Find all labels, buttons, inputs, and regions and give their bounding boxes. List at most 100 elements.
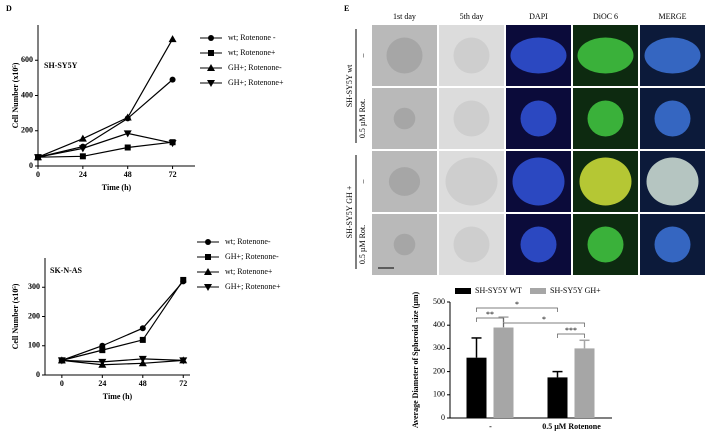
panel-label: D <box>6 4 12 13</box>
bar <box>466 357 487 418</box>
x-tick-label: 0 <box>60 379 64 388</box>
x-tick-label: 0.5 µM Rotenone <box>542 422 601 431</box>
legend-marker <box>205 254 211 260</box>
spheroid <box>453 100 490 137</box>
y-tick-label: 100 <box>433 390 445 399</box>
series-line <box>61 358 184 363</box>
row-label: – <box>358 53 367 59</box>
spheroid <box>587 226 624 263</box>
legend-label: GH+; Rotenone+ <box>228 78 284 87</box>
legend-marker <box>208 35 214 41</box>
legend-swatch <box>530 288 546 294</box>
spheroid <box>520 226 557 263</box>
series-line <box>61 359 184 366</box>
spheroid <box>644 37 701 74</box>
row-label: – <box>358 179 367 185</box>
spheroid <box>654 100 691 137</box>
spheroid <box>453 37 490 74</box>
marker <box>98 358 107 366</box>
x-tick-label: 48 <box>139 379 147 388</box>
significance-bracket <box>503 322 585 327</box>
marker <box>123 113 132 121</box>
legend-label: SH-SY5Y WT <box>475 286 522 295</box>
spheroid <box>646 157 699 206</box>
legend-label: GH+; Rotenone- <box>228 63 282 72</box>
spheroid <box>654 226 691 263</box>
spheroid <box>388 167 421 196</box>
chart-title: SH-SY5Y <box>44 61 78 70</box>
series-line <box>37 141 173 158</box>
y-axis-label: Average Diameter of Spheroid size (µm) <box>411 291 420 428</box>
legend-label: GH+; Rotenone- <box>225 252 279 261</box>
significance-label: *** <box>565 326 577 335</box>
significance-label: ** <box>486 310 494 319</box>
y-tick-label: 500 <box>433 297 445 306</box>
marker <box>139 325 146 332</box>
x-tick-label: 24 <box>98 379 106 388</box>
y-tick-label: 200 <box>21 126 33 135</box>
spheroid <box>512 157 565 206</box>
y-axis-label: Cell Number (x10⁵) <box>11 62 20 128</box>
legend-label: wt; Rotenone+ <box>228 48 276 57</box>
legend-swatch <box>455 288 471 294</box>
marker <box>124 144 131 151</box>
series-line <box>37 132 173 158</box>
significance-bracket <box>476 317 504 322</box>
y-tick-label: 600 <box>21 55 33 64</box>
y-tick-label: 0 <box>29 161 33 170</box>
marker <box>78 134 87 142</box>
legend-marker <box>204 268 212 275</box>
spheroid <box>510 37 567 74</box>
series-line <box>61 281 184 361</box>
significance-label: * <box>542 315 546 324</box>
chart-title: SK-N-AS <box>50 266 83 275</box>
row-label: 0.5 µM Rot. <box>358 225 367 264</box>
spheroid <box>393 107 416 130</box>
y-tick-label: 300 <box>28 282 40 291</box>
column-label: MERGE <box>659 12 687 21</box>
legend-label: GH+; Rotenone+ <box>225 282 281 291</box>
y-tick-label: 100 <box>28 341 40 350</box>
x-axis-label: Time (h) <box>102 183 132 192</box>
x-tick-label: 24 <box>79 170 87 179</box>
marker <box>34 154 42 162</box>
y-tick-label: 300 <box>433 343 445 352</box>
spheroid <box>577 37 634 74</box>
legend-marker <box>204 284 212 291</box>
column-label: DAPI <box>529 12 548 21</box>
significance-bracket <box>557 333 585 338</box>
spheroid <box>587 100 624 137</box>
spheroid <box>579 157 632 206</box>
legend-marker <box>208 50 214 56</box>
y-tick-label: 0 <box>441 413 445 422</box>
y-tick-label: 400 <box>433 320 445 329</box>
column-label: 5th day <box>460 12 484 21</box>
x-tick-label: 48 <box>124 170 132 179</box>
legend-label: wt; Rotenone- <box>225 237 271 246</box>
marker <box>123 130 132 138</box>
significance-label: * <box>515 300 519 309</box>
marker <box>139 336 146 343</box>
series-line <box>37 79 173 158</box>
x-tick-label: 72 <box>169 170 177 179</box>
x-tick-label: 72 <box>179 379 187 388</box>
marker <box>179 357 188 365</box>
row-group-label: SH-SY5Y wt <box>345 64 354 107</box>
x-tick-label: 0 <box>36 170 40 179</box>
marker <box>169 76 176 83</box>
y-tick-label: 200 <box>433 366 445 375</box>
spheroid <box>520 100 557 137</box>
marker <box>99 347 106 354</box>
series-line <box>61 279 184 361</box>
panel-label: E <box>344 4 349 13</box>
x-axis-label: Time (h) <box>103 392 133 401</box>
bar <box>574 348 595 418</box>
legend-marker <box>207 80 215 87</box>
marker <box>79 153 86 160</box>
spheroid <box>445 157 498 206</box>
marker <box>57 357 66 365</box>
y-tick-label: 400 <box>21 90 33 99</box>
x-tick-label: - <box>489 422 492 431</box>
legend-label: wt; Rotenone - <box>228 33 276 42</box>
marker <box>168 35 177 43</box>
